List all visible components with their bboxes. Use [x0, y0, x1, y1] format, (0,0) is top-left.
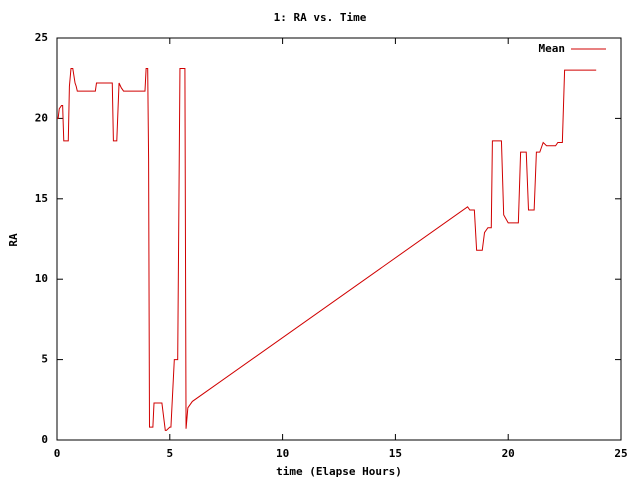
- chart-title: 1: RA vs. Time: [274, 11, 367, 24]
- y-tick-label: 5: [41, 353, 48, 366]
- legend-label: Mean: [539, 42, 566, 55]
- y-tick-label: 20: [35, 111, 48, 124]
- y-tick-label: 25: [35, 31, 48, 44]
- y-axis-label: RA: [7, 233, 20, 247]
- x-tick-label: 5: [166, 447, 173, 460]
- plot-border: [56, 37, 622, 441]
- y-tick-label: 10: [35, 272, 48, 285]
- x-axis-label: time (Elapse Hours): [276, 465, 402, 478]
- y-tick-label: 0: [41, 433, 48, 446]
- data-line: [57, 68, 597, 431]
- x-tick-label: 0: [54, 447, 61, 460]
- x-tick-label: 15: [389, 447, 402, 460]
- y-tick-label: 15: [35, 192, 48, 205]
- x-tick-label: 25: [614, 447, 627, 460]
- x-tick-label: 10: [276, 447, 289, 460]
- x-tick-label: 20: [502, 447, 515, 460]
